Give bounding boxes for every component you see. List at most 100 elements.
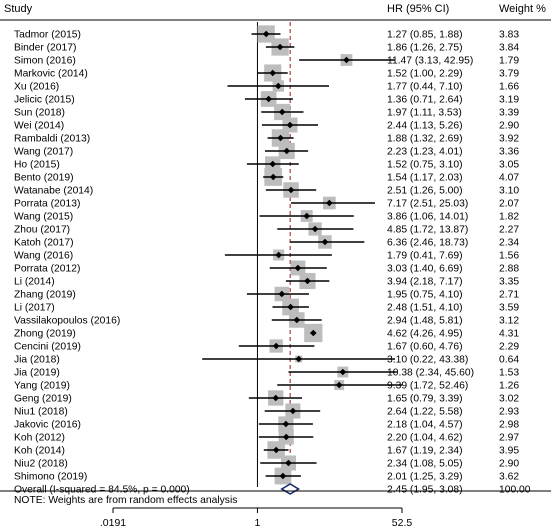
study-row: Niu2 (2018) 2.34 (1.08, 5.05) 2.90 xyxy=(14,455,519,471)
weight-text: 2.90 xyxy=(499,121,519,132)
overall-diamond xyxy=(280,483,301,495)
study-label: Koh (2012) xyxy=(14,433,65,444)
ci-text: 2.01 (1.25, 3.29) xyxy=(387,472,463,483)
study-label: Simon (2016) xyxy=(14,56,76,67)
study-label: Cencini (2019) xyxy=(14,342,81,353)
ci-text: 1.65 (0.79, 3.39) xyxy=(387,394,463,405)
study-label: Jakovic (2016) xyxy=(14,420,81,431)
study-row: Ho (2015) 1.52 (0.75, 3.10) 3.05 xyxy=(14,156,519,172)
study-row: Bento (2019) 1.54 (1.17, 2.03) 4.07 xyxy=(14,168,519,186)
point-estimate xyxy=(321,238,329,246)
weight-text: 0.64 xyxy=(499,355,519,366)
ci-text: 3.94 (2.18, 7.17) xyxy=(387,277,463,288)
study-row: Niu1 (2018) 2.64 (1.22, 5.58) 2.93 xyxy=(14,403,519,419)
weight-text: 1.56 xyxy=(499,251,519,262)
weight-text: 3.95 xyxy=(499,446,519,457)
study-label: Jia (2018) xyxy=(14,355,60,366)
study-row: Zhong (2019) 4.62 (4.26, 4.95) 4.31 xyxy=(14,323,519,343)
study-row: Zhou (2017) 4.85 (1.72, 13.87) 2.27 xyxy=(14,222,519,236)
weight-text: 3.05 xyxy=(499,160,519,171)
overall-ci-text: 2.45 (1.95, 3.08) xyxy=(387,485,463,496)
point-estimate xyxy=(310,329,317,337)
point-estimate xyxy=(303,212,311,220)
study-label: Markovic (2014) xyxy=(14,69,88,80)
study-row: Xu (2016) 1.77 (0.44, 7.10) 1.66 xyxy=(14,80,519,93)
ci-text: 11.47 (3.13, 42.95) xyxy=(387,56,473,67)
point-estimate xyxy=(282,420,290,428)
study-row: Li (2014) 3.94 (2.18, 7.17) 3.35 xyxy=(14,272,519,290)
point-estimate xyxy=(265,95,272,103)
point-estimate xyxy=(311,225,319,233)
study-row: Binder (2017) 1.86 (1.26, 2.75) 3.84 xyxy=(14,38,519,56)
point-estimate xyxy=(289,407,297,415)
study-row: Koh (2014) 1.67 (1.19, 2.34) 3.95 xyxy=(14,441,519,459)
ci-text: 9.39 (1.72, 52.46) xyxy=(387,381,468,392)
study-label: Zhang (2019) xyxy=(14,290,76,301)
study-row: Geng (2019) 1.65 (0.79, 3.39) 3.02 xyxy=(14,390,519,406)
header-study: Study xyxy=(4,3,33,15)
weight-text: 1.82 xyxy=(499,212,519,223)
ci-text: 3.10 (0.22, 43.38) xyxy=(387,355,468,366)
overall-weight: 100.00 xyxy=(499,485,531,496)
ci-text: 2.23 (1.23, 4.01) xyxy=(387,147,463,158)
x-tick-label: .0191 xyxy=(100,517,126,529)
study-row: Sun (2018) 1.97 (1.11, 3.53) 3.39 xyxy=(14,103,519,121)
weight-text: 2.27 xyxy=(499,225,519,236)
ci-text: 1.88 (1.32, 2.69) xyxy=(387,134,463,145)
study-label: Wei (2014) xyxy=(14,121,64,132)
header-hr: HR (95% CI) xyxy=(387,3,449,15)
weight-text: 3.39 xyxy=(499,108,519,119)
weight-text: 2.90 xyxy=(499,459,519,470)
study-row: Wei (2014) 2.44 (1.13, 5.26) 2.90 xyxy=(14,117,519,133)
point-estimate xyxy=(287,186,295,194)
study-row: Wang (2016) 1.79 (0.41, 7.69) 1.56 xyxy=(14,249,519,262)
x-tick-label: 52.5 xyxy=(392,517,413,529)
point-estimate xyxy=(269,69,277,77)
ci-text: 1.79 (0.41, 7.69) xyxy=(387,251,463,262)
footnote: NOTE: Weights are from random effects an… xyxy=(14,495,237,506)
weight-text: 1.26 xyxy=(499,381,519,392)
study-label: Porrata (2013) xyxy=(14,199,80,210)
weight-text: 2.97 xyxy=(499,433,519,444)
study-row: Jia (2019) 10.38 (2.34, 45.60) 1.53 xyxy=(14,366,519,379)
weight-text: 3.92 xyxy=(499,134,519,145)
ci-text: 1.86 (1.26, 2.75) xyxy=(387,43,463,54)
weight-text: 2.34 xyxy=(499,238,519,249)
study-label: Ho (2015) xyxy=(14,160,60,171)
weight-text: 4.31 xyxy=(499,329,519,340)
point-estimate xyxy=(295,355,303,363)
ci-text: 2.18 (1.04, 4.57) xyxy=(387,420,463,431)
point-estimate xyxy=(278,290,286,298)
point-estimate xyxy=(272,394,280,402)
study-label: Zhong (2019) xyxy=(14,329,76,340)
point-estimate xyxy=(285,459,292,467)
study-row: Li (2017) 2.48 (1.51, 4.10) 3.59 xyxy=(14,298,519,316)
ci-text: 1.97 (1.11, 3.53) xyxy=(387,108,462,119)
study-label: Geng (2019) xyxy=(14,394,72,405)
study-label: Porrata (2012) xyxy=(14,264,80,275)
weight-text: 3.19 xyxy=(499,95,519,106)
ci-text: 1.95 (0.75, 4.10) xyxy=(387,290,463,301)
ci-text: 1.77 (0.44, 7.10) xyxy=(387,82,463,93)
study-label: Sun (2018) xyxy=(14,108,65,119)
ci-text: 1.52 (0.75, 3.10) xyxy=(387,160,463,171)
study-label: Wang (2016) xyxy=(14,251,73,262)
ci-text: 2.94 (1.48, 5.81) xyxy=(387,316,463,327)
study-label: Binder (2017) xyxy=(14,43,76,54)
study-row: Yang (2019) 9.39 (1.72, 52.46) 1.26 xyxy=(14,380,519,392)
weight-text: 2.71 xyxy=(499,290,519,301)
study-row: Wang (2017) 2.23 (1.23, 4.01) 3.36 xyxy=(14,142,519,160)
weight-text: 3.36 xyxy=(499,147,519,158)
weight-text: 2.88 xyxy=(499,264,519,275)
x-tick-label: 1 xyxy=(255,517,261,529)
ci-text: 1.67 (0.60, 4.76) xyxy=(387,342,463,353)
study-label: Niu1 (2018) xyxy=(14,407,68,418)
ci-text: 2.51 (1.26, 5.00) xyxy=(387,186,463,197)
study-label: Vassilakopoulos (2016) xyxy=(14,316,120,327)
study-row: Simon (2016) 11.47 (3.13, 42.95) 1.79 xyxy=(14,54,519,67)
ci-text: 2.64 (1.22, 5.58) xyxy=(387,407,463,418)
study-label: Wang (2015) xyxy=(14,212,73,223)
point-estimate xyxy=(286,121,294,129)
study-label: Rambaldi (2013) xyxy=(14,134,90,145)
